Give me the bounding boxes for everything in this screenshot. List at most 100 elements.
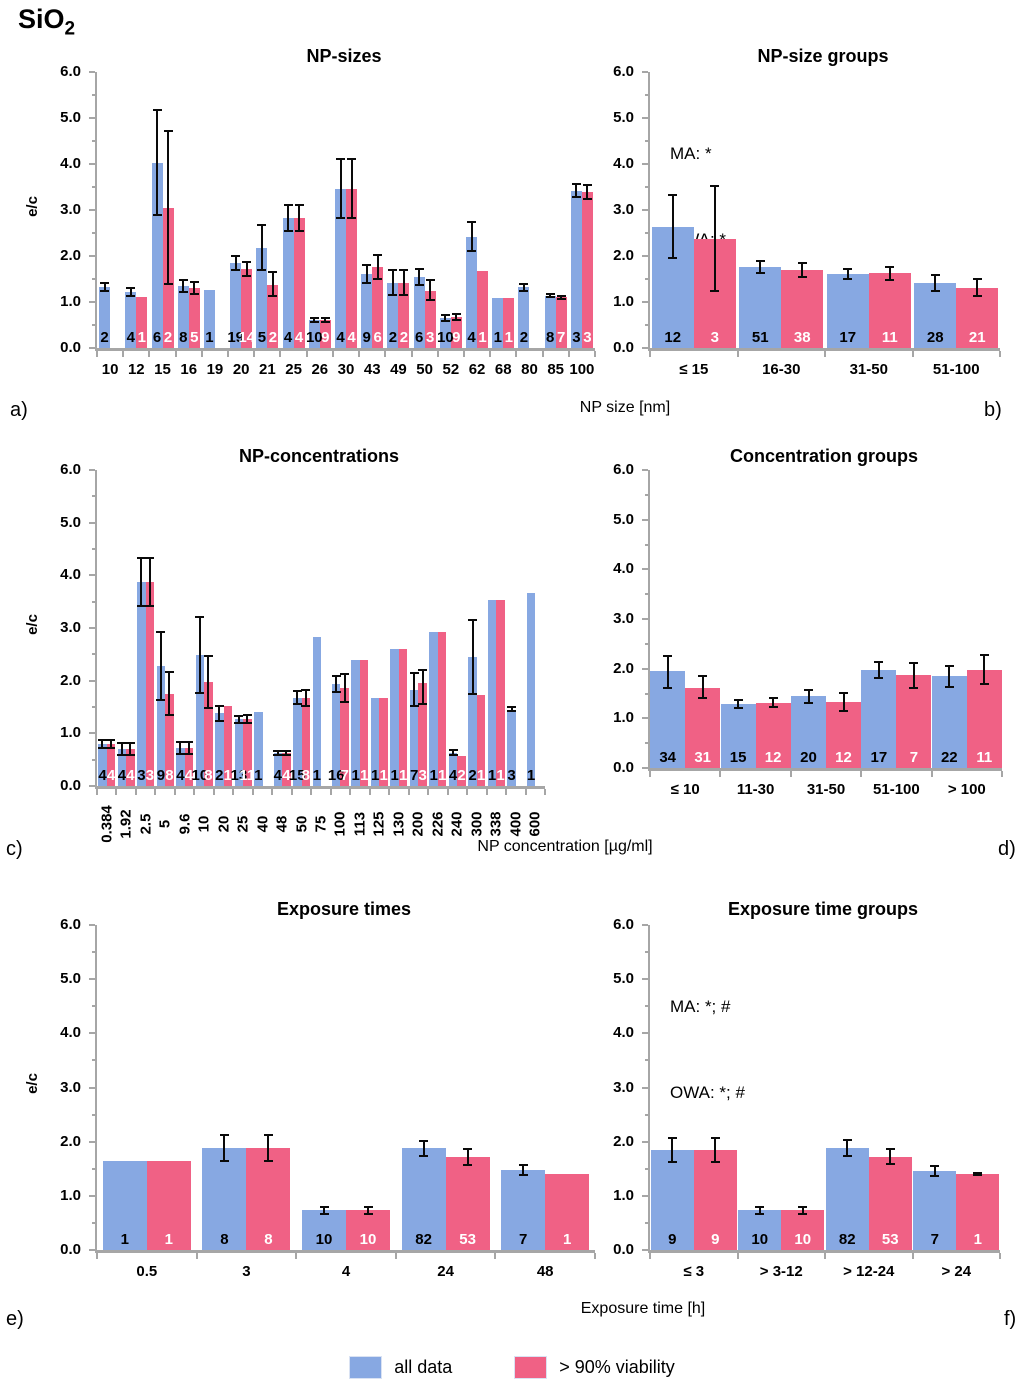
bar-viability: [184, 748, 194, 786]
error-bar-cap: [100, 289, 110, 292]
bar-viability: [282, 753, 291, 786]
error-bar-cap: [195, 616, 205, 619]
error-bar-cap: [556, 294, 566, 297]
y-axis-title-row2: e/c: [23, 614, 41, 635]
count-label: 8: [165, 767, 174, 784]
count-label: 1: [254, 767, 263, 784]
count-label: 5: [190, 329, 199, 346]
error-bar: [671, 1137, 674, 1162]
x-tick: [911, 351, 914, 357]
error-bar-cap: [979, 682, 989, 685]
x-tick: [999, 351, 1001, 357]
x-tick-label: 68: [494, 361, 512, 378]
count-label: 3: [425, 329, 435, 346]
error-bar: [422, 1140, 425, 1156]
x-tick-label: 4: [341, 1263, 351, 1280]
error-bar: [586, 184, 589, 199]
bar-viability: [398, 282, 410, 348]
y-tick-label: 0.0: [60, 339, 81, 356]
bar-viability: [781, 269, 824, 348]
error-bar: [877, 662, 880, 678]
error-bar-cap: [156, 631, 166, 634]
y-tick-label: 6.0: [613, 461, 634, 478]
x-axis-title-np-size: NP size [nm]: [579, 399, 671, 416]
count-label: 3: [583, 329, 592, 346]
error-bar-cap: [930, 1175, 940, 1178]
bar-all-data: [230, 262, 242, 348]
error-bar-cap: [399, 294, 409, 297]
x-tick-label: ≤ 15: [679, 361, 709, 378]
error-bar: [560, 295, 563, 300]
all-data-swatch: [349, 1356, 383, 1379]
x-tick: [310, 789, 313, 795]
error-bar-cap: [331, 691, 341, 694]
error-bar-cap: [507, 706, 517, 708]
y-tick-label: 1.0: [613, 1186, 634, 1204]
y-tick-label: 6.0: [613, 63, 634, 80]
y-tick-label: 1.0: [60, 1186, 81, 1204]
error-bar: [103, 282, 106, 291]
bar-viability: [868, 1156, 912, 1250]
error-bar: [218, 705, 221, 722]
error-bar: [846, 269, 849, 279]
error-bar: [313, 317, 316, 323]
count-label: 11: [881, 329, 898, 346]
error-bar-cap: [178, 278, 188, 281]
error-bar-cap: [668, 193, 678, 196]
error-bar: [846, 1140, 849, 1157]
error-bar-cap: [698, 697, 708, 700]
x-tick: [594, 351, 596, 357]
y-major-tick: [89, 732, 95, 735]
x-tick-label: > 24: [941, 1263, 972, 1280]
x-tick: [930, 771, 933, 777]
y-major-tick: [89, 209, 95, 211]
chart-title-exposure-times: Exposure times: [276, 899, 412, 919]
x-tick: [384, 351, 387, 357]
x-tick: [115, 789, 118, 795]
y-tick-label: 2.0: [60, 671, 81, 689]
error-bar-cap: [117, 754, 127, 757]
y-minor-tick: [92, 1059, 95, 1062]
viability-swatch: [514, 1356, 548, 1379]
y-major-tick: [89, 301, 95, 303]
x-tick-label: 9.6: [176, 813, 194, 835]
y-major-tick: [642, 568, 648, 571]
x-tick-label: 75: [312, 815, 330, 833]
error-bar-cap: [973, 1172, 983, 1175]
error-bar-cap: [184, 740, 194, 743]
x-tick-label: 20: [215, 815, 233, 833]
bar-all-data: [492, 298, 504, 348]
count-label: 2: [215, 767, 224, 784]
x-tick-label: 48: [273, 815, 291, 833]
error-bar-cap: [419, 1139, 429, 1142]
y-minor-tick: [645, 742, 648, 745]
x-tick-label: > 3-12: [759, 1263, 803, 1280]
bar-all-data: [448, 752, 458, 786]
count-label: 6: [414, 329, 424, 346]
bar-all-data: [487, 600, 497, 786]
error-bar: [245, 261, 248, 276]
count-label: 10: [191, 767, 209, 784]
count-label: 1: [371, 767, 380, 784]
error-bar-cap: [97, 738, 107, 741]
x-tick: [466, 789, 469, 795]
error-bar: [807, 689, 810, 703]
count-label: 7: [557, 329, 566, 346]
y-tick-label: 4.0: [613, 560, 634, 578]
x-tick-label: 20: [232, 361, 250, 378]
panel-letter-d: d): [998, 838, 1016, 860]
count-label: 3: [418, 767, 427, 784]
x-tick: [736, 1253, 739, 1259]
error-bar-cap: [189, 281, 199, 284]
error-bar-cap: [667, 1136, 677, 1139]
error-bar: [323, 1206, 325, 1214]
error-bar-cap: [136, 557, 146, 560]
error-bar-cap: [273, 754, 283, 757]
count-label: 4: [106, 767, 116, 784]
y-minor-tick: [645, 1005, 648, 1008]
error-bar-cap: [363, 1212, 373, 1215]
significance-annotation: MA: *; # OWA: *; #: [670, 935, 745, 1166]
y-tick-label: 1.0: [60, 293, 81, 310]
bar-all-data: [98, 743, 107, 786]
y-tick-label: 5.0: [60, 970, 81, 988]
